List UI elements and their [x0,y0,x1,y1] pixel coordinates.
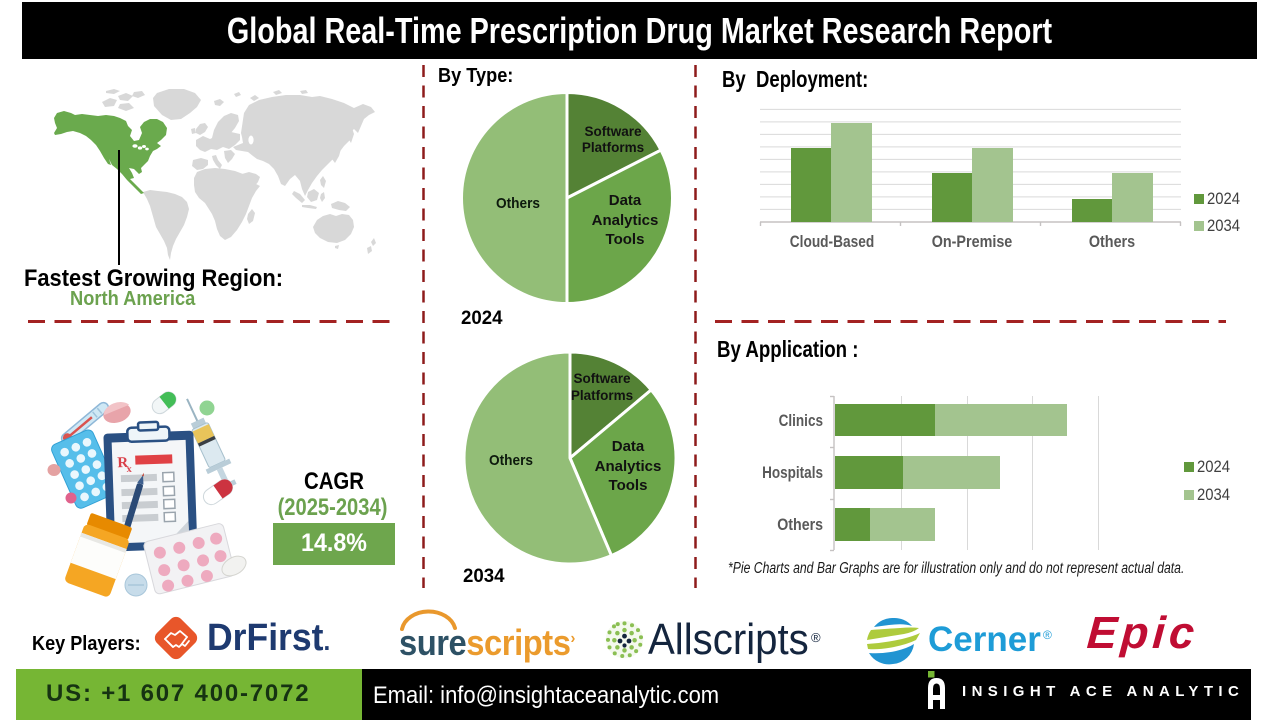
svg-text:R: R [117,455,129,471]
svg-text:x: x [126,464,131,475]
